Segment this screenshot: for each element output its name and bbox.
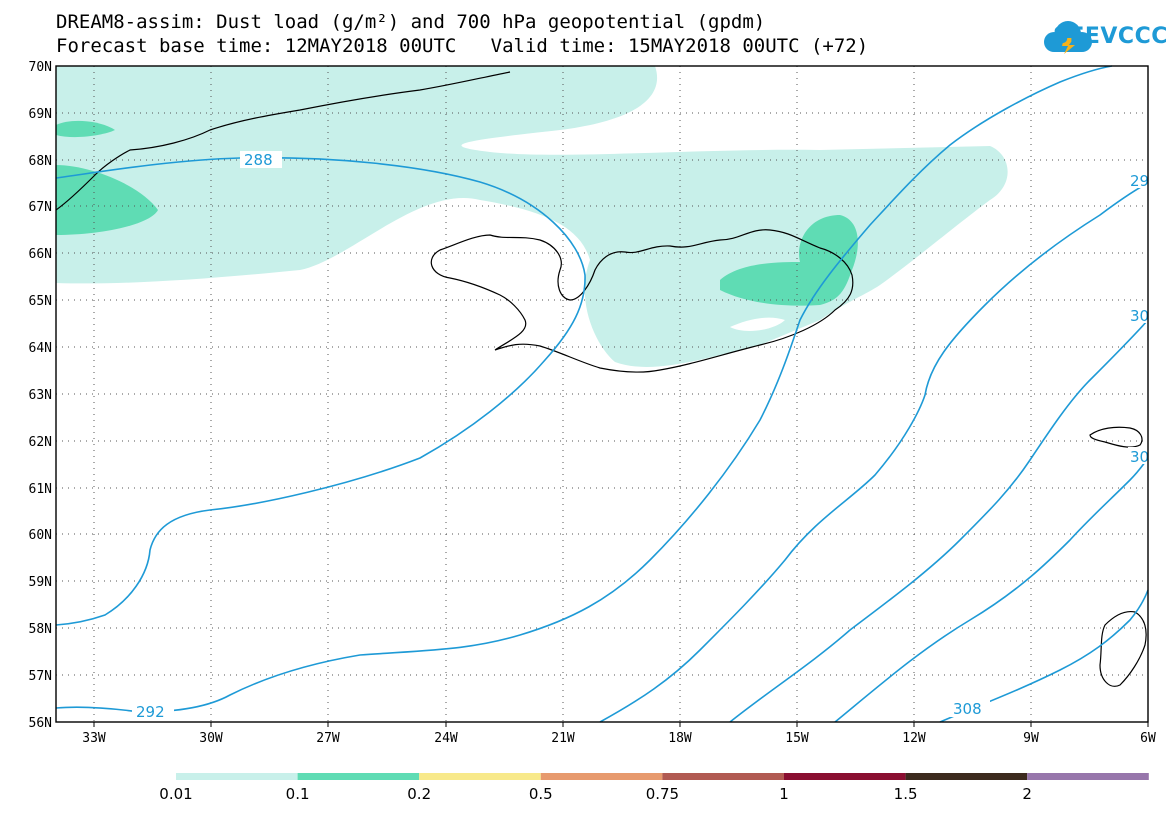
contour-labels: 288 292 29 30 30 308 — [132, 151, 1149, 721]
colorbar-label: 0.1 — [285, 785, 310, 803]
colorbar-segment — [176, 773, 298, 780]
colorbar-label: 1.5 — [893, 785, 918, 803]
cloud-logo-icon — [1044, 21, 1092, 54]
dust-area-mid-nw — [56, 120, 115, 138]
geopotential-contours — [55, 65, 1149, 723]
lon-label: 9W — [1023, 731, 1039, 746]
lon-label: 21W — [551, 731, 575, 746]
lat-label: 64N — [29, 341, 52, 356]
contour-label-288: 288 — [244, 151, 273, 169]
map-title-line1: DREAM8-assim: Dust load (g/m²) and 700 h… — [56, 11, 766, 33]
lat-label: 69N — [29, 107, 52, 122]
lat-label: 60N — [29, 528, 52, 543]
iceland-coastline — [430, 229, 854, 373]
contour-label-308: 308 — [953, 700, 982, 718]
contour-296 — [599, 182, 1149, 723]
colorbar-segment — [540, 773, 663, 780]
lon-label: 6W — [1140, 731, 1156, 746]
lat-label: 67N — [29, 200, 52, 215]
dust-clear-patch — [730, 317, 785, 331]
lat-label: 63N — [29, 388, 52, 403]
lat-label: 66N — [29, 247, 52, 262]
contour-304 — [834, 457, 1149, 723]
dust-area-mid-west — [56, 165, 158, 235]
longitude-labels: 33W 30W 27W 24W 21W 18W 15W 12W 9W 6W — [82, 731, 1156, 746]
latitude-labels: 70N 69N 68N 67N 66N 65N 64N 63N 62N 61N … — [29, 60, 52, 731]
lat-label: 59N — [29, 575, 52, 590]
dust-load-field — [56, 66, 1008, 367]
colorbar-label: 2 — [1022, 785, 1032, 803]
faroe-coastline — [1089, 426, 1143, 448]
contour-label-29: 29 — [1130, 172, 1149, 190]
lat-label: 56N — [29, 716, 52, 731]
lat-label: 62N — [29, 435, 52, 450]
contour-label-292: 292 — [136, 703, 165, 721]
dust-area-low-north — [56, 66, 1008, 367]
contour-292 — [55, 65, 1113, 713]
lon-label: 12W — [902, 731, 926, 746]
colorbar-segment — [662, 773, 784, 780]
colorbar-segment — [297, 773, 420, 780]
colorbar-label: 0.5 — [528, 785, 553, 803]
colorbar-label: 0.01 — [159, 785, 193, 803]
axis-ticks — [93, 722, 1149, 727]
colorbar-segment — [1027, 773, 1149, 780]
lon-label: 27W — [316, 731, 340, 746]
colorbar-segment — [419, 773, 541, 780]
lon-label: 33W — [82, 731, 106, 746]
colorbar — [176, 773, 1149, 780]
map-frame — [55, 65, 1149, 723]
lon-label: 15W — [785, 731, 809, 746]
lat-label: 57N — [29, 669, 52, 684]
lat-label: 61N — [29, 482, 52, 497]
contour-288 — [55, 156, 586, 626]
lat-label: 70N — [29, 60, 52, 75]
lon-label: 24W — [434, 731, 458, 746]
lon-label: 30W — [199, 731, 223, 746]
colorbar-label: 0.75 — [645, 785, 680, 803]
contour-label-30a: 30 — [1130, 307, 1149, 325]
colorbar-label: 1 — [779, 785, 789, 803]
logo-text: SEEVCCC — [1053, 24, 1168, 49]
contour-300 — [729, 319, 1149, 723]
map-title-line2: Forecast base time: 12MAY2018 00UTC Vali… — [56, 35, 869, 57]
lat-label: 65N — [29, 294, 52, 309]
colorbar-segment — [784, 773, 906, 780]
colorbar-label: 0.2 — [407, 785, 432, 803]
lon-label: 18W — [668, 731, 692, 746]
scotland-coastline — [1099, 610, 1147, 687]
lat-label: 58N — [29, 622, 52, 637]
lat-label: 68N — [29, 154, 52, 169]
contour-label-30b: 30 — [1130, 448, 1149, 466]
graticule — [56, 66, 1148, 722]
colorbar-segment — [905, 773, 1028, 780]
